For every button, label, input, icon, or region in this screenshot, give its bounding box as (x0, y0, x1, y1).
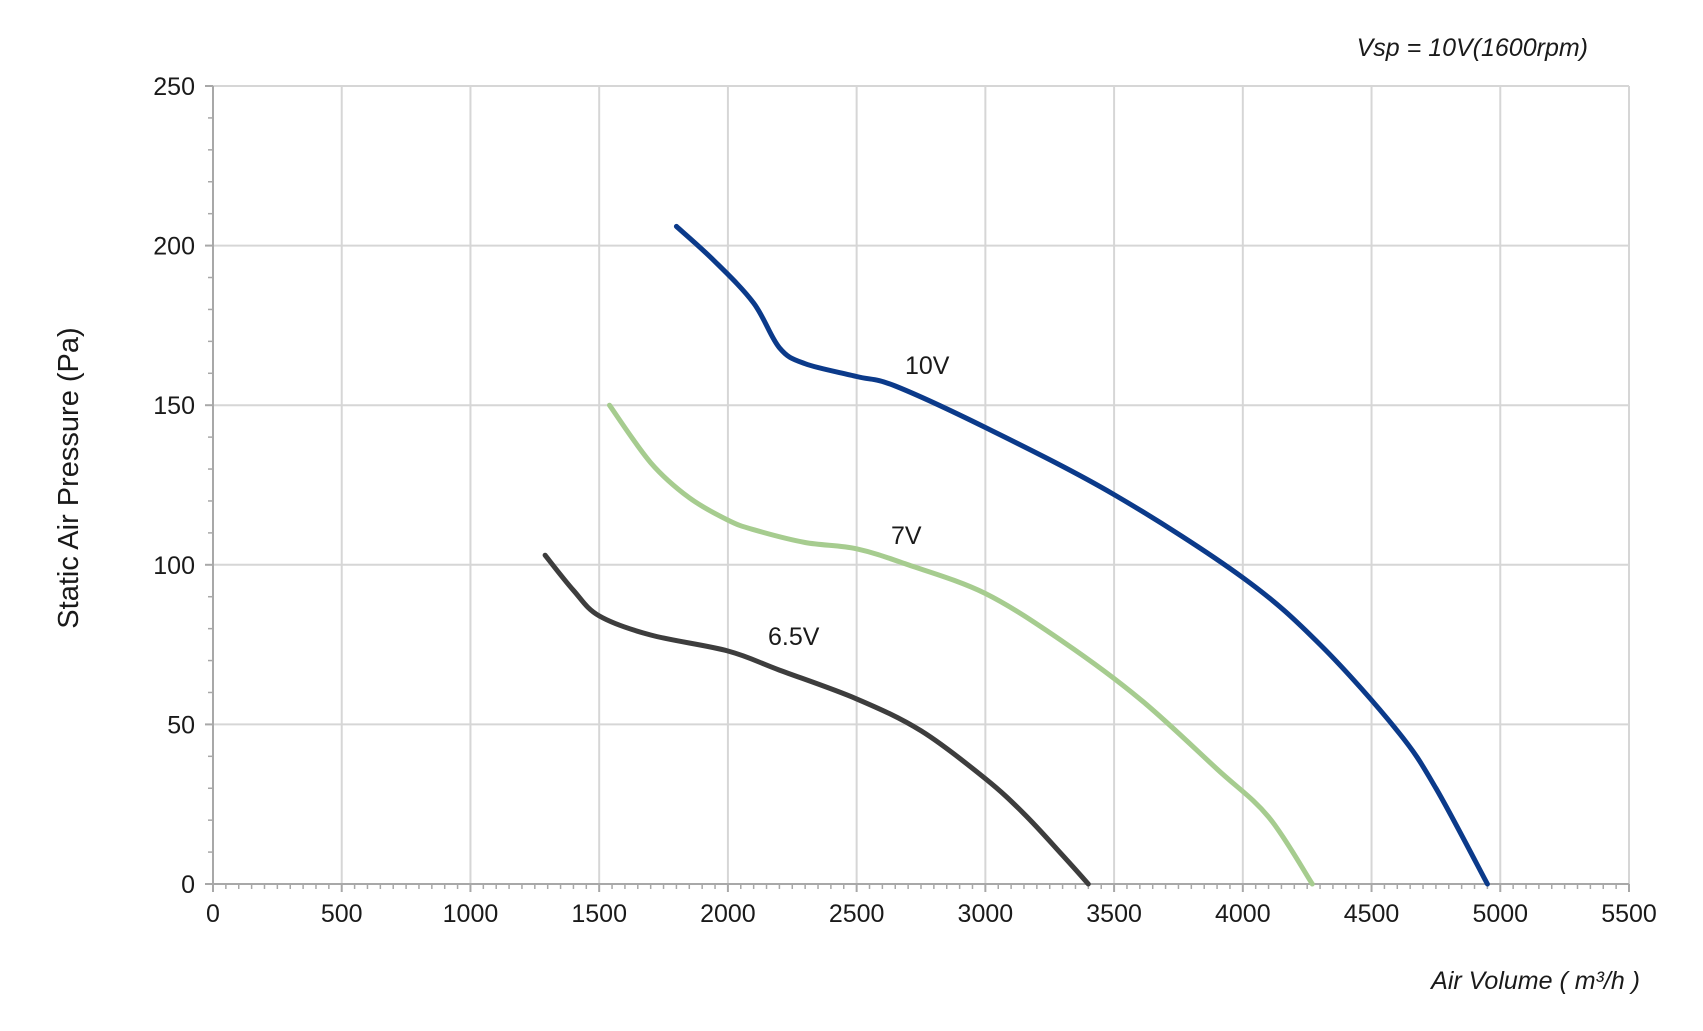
x-tick-label: 3500 (1086, 900, 1142, 928)
x-axis-title: Air Volume ( m³/h ) (1429, 967, 1640, 995)
x-tick-label: 2500 (829, 900, 885, 928)
y-tick-label: 150 (153, 392, 195, 420)
curve-label-7v: 7V (891, 522, 922, 550)
x-tick-label: 4000 (1215, 900, 1271, 928)
y-tick-label: 0 (181, 871, 195, 899)
x-tick-labels: 0 500 1000 1500 2000 2500 3000 3500 4000 4500 5000… (206, 900, 1657, 928)
series-line-7v (607, 402, 1315, 887)
x-tick-label: 0 (206, 900, 220, 928)
x-tick-label: 5500 (1601, 900, 1657, 928)
x-tick-label: 2000 (700, 900, 756, 928)
curve-label-10v: 10V (905, 352, 950, 380)
axes (205, 85, 1630, 892)
curve-labels: 10V 7V 6.5V (768, 352, 950, 651)
series-line-10v (673, 223, 1490, 887)
grid (213, 85, 1630, 884)
series-curves (542, 223, 1490, 887)
series-line-6-5v (542, 552, 1091, 887)
x-tick-label: 1000 (443, 900, 499, 928)
x-tick-label: 4500 (1344, 900, 1400, 928)
y-tick-label: 50 (167, 711, 195, 739)
x-tick-label: 1500 (571, 900, 627, 928)
speed-annotation: Vsp = 10V(1600rpm) (1357, 34, 1588, 62)
y-axis-title: Static Air Pressure (Pa) (53, 327, 85, 628)
x-tick-label: 500 (321, 900, 363, 928)
y-tick-label: 200 (153, 233, 195, 261)
x-tick-label: 5000 (1472, 900, 1528, 928)
x-tick-label: 3000 (958, 900, 1014, 928)
y-tick-label: 250 (153, 73, 195, 101)
y-tick-labels: 0 50 100 150 200 250 (153, 73, 195, 899)
y-tick-label: 100 (153, 552, 195, 580)
curve-label-6-5v: 6.5V (768, 623, 820, 651)
